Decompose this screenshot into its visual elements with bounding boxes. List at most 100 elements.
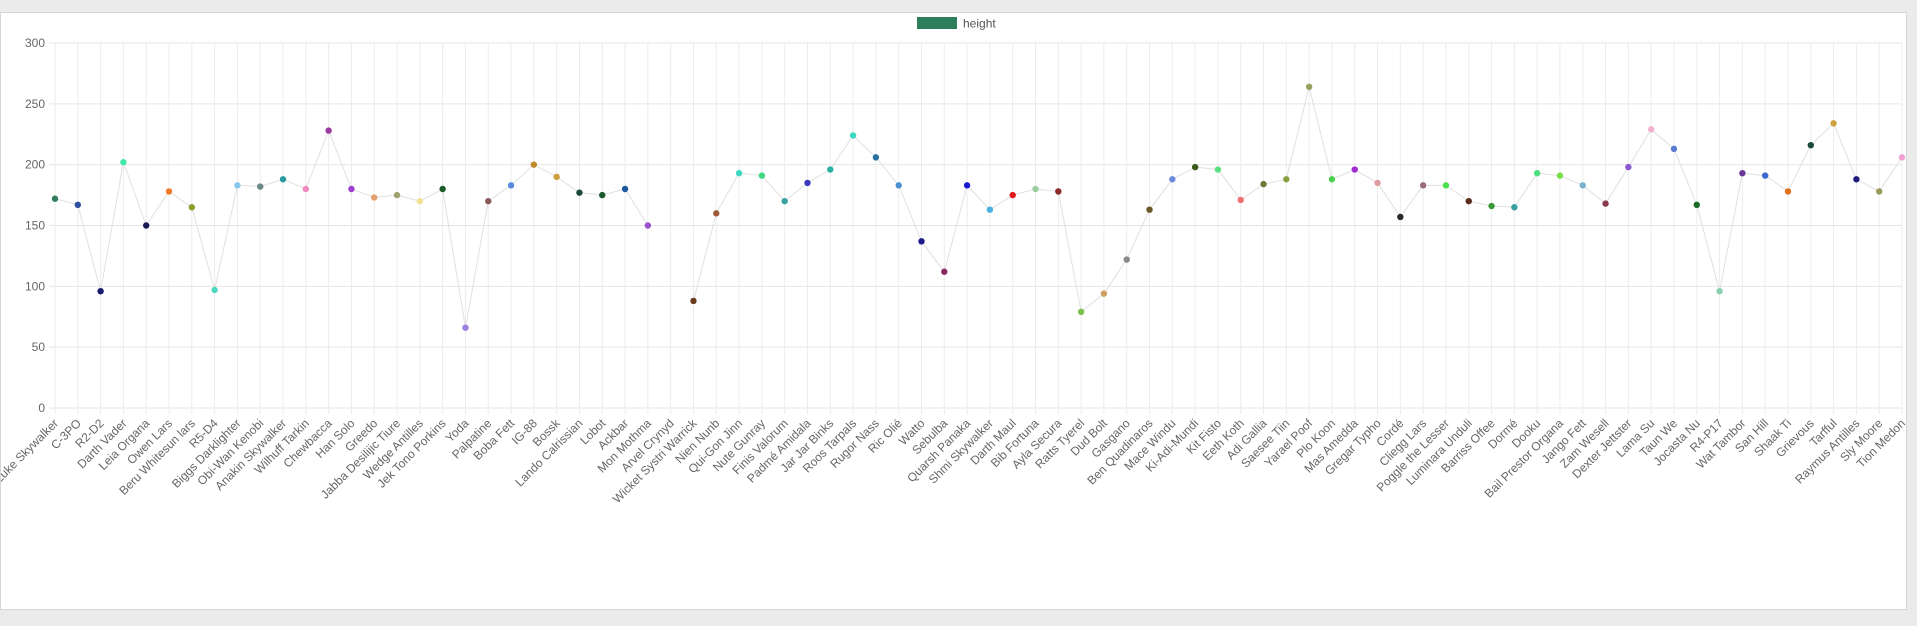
data-point[interactable] [1146, 206, 1153, 213]
data-point[interactable] [986, 206, 994, 213]
data-point[interactable] [621, 185, 629, 193]
data-point[interactable] [1328, 176, 1336, 183]
data-point[interactable] [257, 183, 264, 190]
data-point[interactable] [143, 222, 150, 229]
chart-panel: 0 50 100 150 200 250 300 Luke Skywalker C-3PO R2… [0, 12, 1907, 610]
grid-layer [49, 42, 1903, 414]
data-point[interactable] [1875, 188, 1883, 195]
series-line-layer [54, 86, 1903, 328]
data-point[interactable] [1260, 180, 1267, 188]
data-point[interactable] [302, 185, 310, 193]
data-point[interactable] [1739, 169, 1746, 177]
legend-label[interactable]: height [963, 17, 996, 31]
data-point[interactable] [781, 197, 788, 205]
data-point[interactable] [827, 166, 834, 173]
data-point[interactable] [165, 188, 173, 195]
y-tick-label: 300 [25, 36, 45, 50]
data-point[interactable] [1442, 182, 1450, 189]
data-point[interactable] [576, 189, 583, 196]
data-point[interactable] [713, 210, 720, 217]
data-point[interactable] [872, 154, 880, 161]
data-point[interactable] [690, 297, 697, 305]
data-point[interactable] [1830, 120, 1837, 127]
data-point[interactable] [1351, 166, 1358, 173]
data-point[interactable] [1807, 142, 1814, 149]
chart-canvas: 0 50 100 150 200 250 300 Luke SkywalkerC-3POR2… [1, 17, 1906, 506]
data-point[interactable] [1032, 185, 1039, 193]
data-point[interactable] [1533, 169, 1541, 177]
series-line-height [54, 86, 1903, 328]
data-point[interactable] [1488, 202, 1495, 210]
data-point[interactable] [1214, 166, 1222, 173]
data-point[interactable] [1283, 176, 1290, 183]
data-point[interactable] [416, 197, 424, 205]
data-point[interactable] [553, 173, 560, 181]
data-point[interactable] [1716, 288, 1723, 295]
y-tick-label: 200 [25, 158, 45, 172]
data-point[interactable] [1237, 196, 1244, 204]
series-points-layer [51, 83, 1906, 331]
data-point[interactable] [758, 172, 766, 179]
data-point[interactable] [1898, 154, 1906, 161]
data-point[interactable] [1579, 182, 1586, 189]
y-tick-label: 50 [32, 340, 46, 354]
data-point[interactable] [895, 182, 902, 189]
data-point[interactable] [393, 191, 401, 199]
data-point[interactable] [1100, 290, 1108, 297]
data-point[interactable] [51, 195, 59, 202]
data-point[interactable] [1009, 191, 1016, 199]
data-point[interactable] [1670, 145, 1678, 153]
data-point[interactable] [188, 204, 196, 211]
legend-swatch[interactable] [917, 17, 957, 29]
data-point[interactable] [1055, 188, 1062, 195]
data-point[interactable] [325, 127, 332, 134]
data-point[interactable] [941, 268, 948, 275]
y-tick-label: 0 [38, 401, 45, 415]
data-point[interactable] [507, 182, 515, 189]
data-point[interactable] [485, 197, 492, 205]
data-point[interactable] [1511, 204, 1518, 211]
data-point[interactable] [97, 288, 104, 295]
data-point[interactable] [849, 132, 857, 139]
data-point[interactable] [1556, 172, 1564, 179]
data-point[interactable] [1602, 200, 1609, 207]
data-point[interactable] [1123, 256, 1130, 263]
data-point[interactable] [279, 176, 287, 183]
x-tick-label: Luke Skywalker [1, 416, 61, 485]
data-point[interactable] [530, 161, 538, 168]
data-point[interactable] [462, 324, 469, 331]
data-point[interactable] [1465, 197, 1472, 205]
legend[interactable]: height [917, 17, 996, 31]
y-tick-label: 100 [25, 279, 45, 293]
data-point[interactable] [234, 182, 241, 189]
data-point[interactable] [1853, 176, 1860, 183]
y-tick-label: 250 [25, 97, 45, 111]
data-point[interactable] [439, 185, 446, 193]
data-point[interactable] [644, 222, 652, 229]
data-point[interactable] [1784, 188, 1792, 195]
data-point[interactable] [1693, 201, 1700, 209]
data-point[interactable] [1305, 83, 1313, 91]
y-axis: 0 50 100 150 200 250 300 [25, 36, 45, 415]
data-point[interactable] [804, 179, 811, 187]
data-point[interactable] [735, 169, 743, 177]
data-point[interactable] [963, 182, 971, 189]
data-point[interactable] [1374, 179, 1381, 187]
data-point[interactable] [1761, 172, 1769, 179]
data-point[interactable] [211, 286, 218, 294]
data-point[interactable] [1647, 126, 1655, 133]
data-point[interactable] [1397, 213, 1404, 221]
data-point[interactable] [1077, 308, 1085, 316]
data-point[interactable] [1169, 176, 1176, 183]
data-point[interactable] [348, 185, 355, 193]
data-point[interactable] [599, 191, 606, 199]
data-point[interactable] [74, 201, 82, 209]
data-point[interactable] [918, 238, 925, 245]
data-point[interactable] [1191, 163, 1199, 171]
data-point[interactable] [120, 159, 127, 166]
data-point[interactable] [1419, 182, 1427, 189]
data-point[interactable] [1625, 163, 1632, 171]
y-tick-label: 150 [25, 219, 45, 233]
data-point[interactable] [371, 194, 378, 201]
